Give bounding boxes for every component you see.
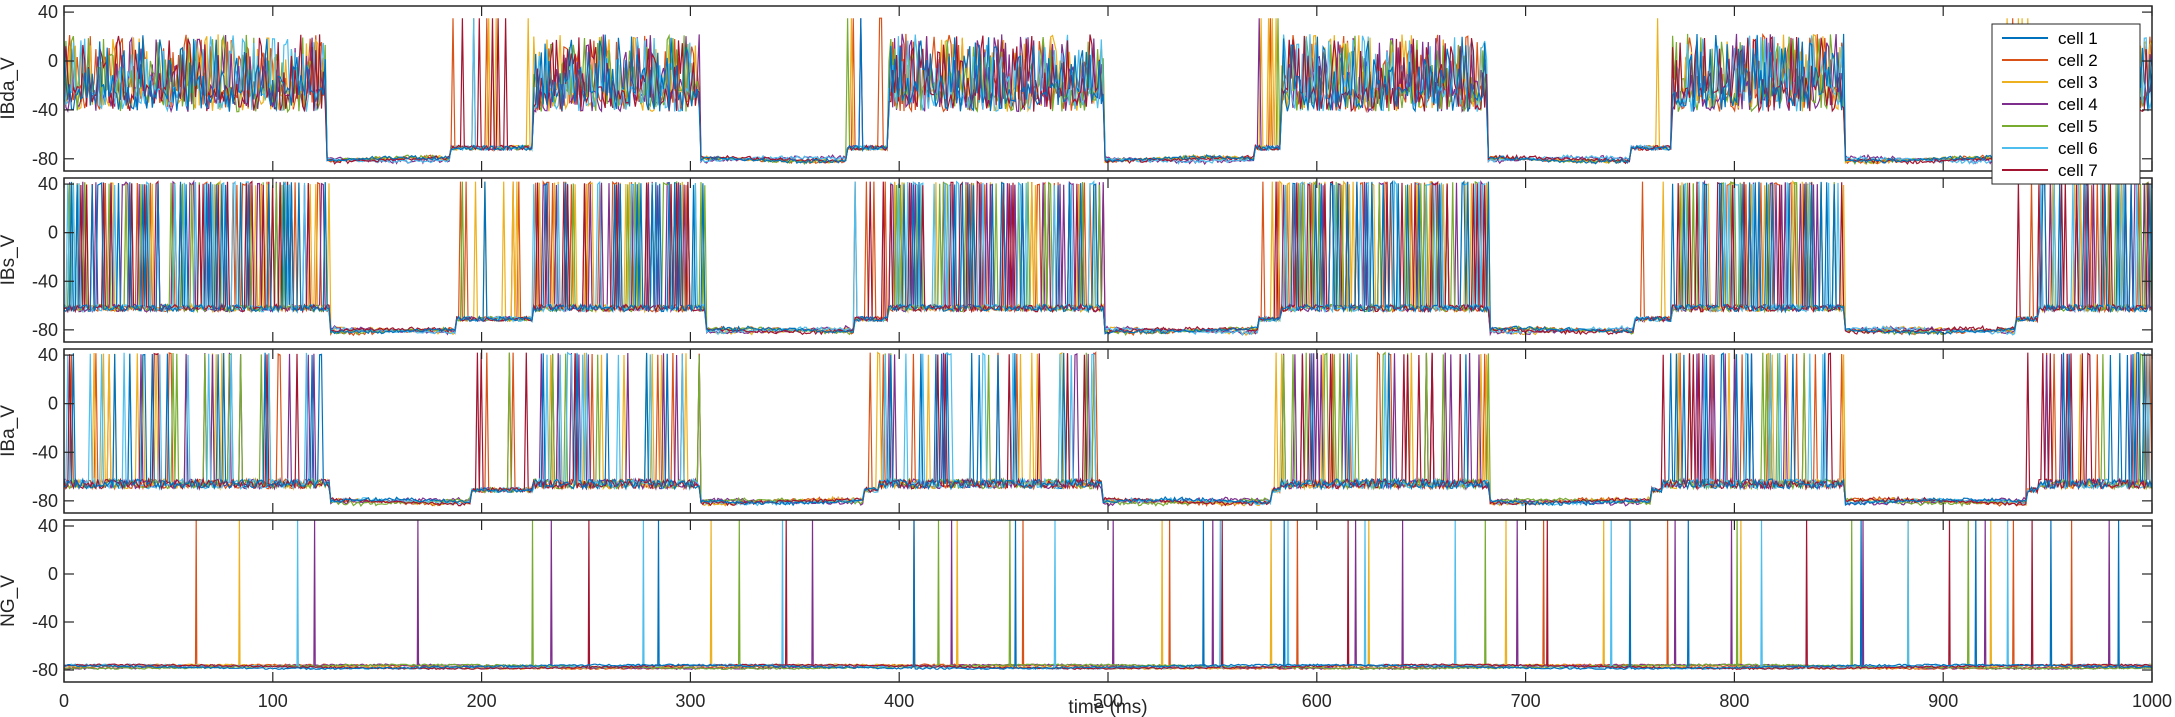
legend-entry: cell 1 <box>2058 29 2098 48</box>
series-line-cell-7 <box>64 520 2152 671</box>
series-line-cell-4 <box>64 18 2152 166</box>
x-tick-label: 200 <box>467 691 497 711</box>
panel-2: -80 -40 0 40 IBs_V <box>0 174 2153 343</box>
y-tick-label: 0 <box>48 223 58 243</box>
y-tick-label: -40 <box>32 271 58 291</box>
legend-entry: cell 4 <box>2058 95 2098 114</box>
x-tick-label: 0 <box>59 691 69 711</box>
y-tick-label: -40 <box>32 442 58 462</box>
legend-entry: cell 6 <box>2058 139 2098 158</box>
y-tick-label: -40 <box>32 100 58 120</box>
y-tick-label: 0 <box>48 394 58 414</box>
series-line-cell-2 <box>64 520 2152 671</box>
x-tick-label: 900 <box>1928 691 1958 711</box>
legend: cell 1 cell 2 cell 3 cell 4 cell 5 cell 6 cell… <box>1991 23 2141 185</box>
y-axis-label: IBs_V <box>0 234 19 285</box>
x-tick-label: 500 <box>1093 691 1123 711</box>
x-tick-label: 400 <box>884 691 914 711</box>
y-tick-label: -80 <box>32 660 58 680</box>
series-line-cell-3 <box>64 520 2152 671</box>
y-tick-label: -80 <box>32 149 58 169</box>
series-line-cell-7 <box>64 352 2152 507</box>
y-tick-label: -80 <box>32 320 58 340</box>
y-axis-label: IBda_V <box>0 57 19 120</box>
traces <box>64 520 2152 671</box>
traces <box>64 351 2152 508</box>
panel-3: -80 -40 0 40 IBa_V <box>0 345 2153 514</box>
axes-box <box>63 519 2153 683</box>
y-tick-label: 40 <box>38 516 58 536</box>
legend-entry: cell 2 <box>2058 51 2098 70</box>
panel-1: -80 -40 0 40 IBda_V <box>0 2 2153 172</box>
x-tick-label: 700 <box>1511 691 1541 711</box>
y-tick-label: 0 <box>48 564 58 584</box>
x-tick-label: 100 <box>258 691 288 711</box>
y-tick-label: 0 <box>48 51 58 71</box>
series-line-cell-1 <box>64 352 2152 507</box>
y-tick-label: 40 <box>38 345 58 365</box>
y-axis-label: IBa_V <box>0 405 19 457</box>
legend-entry: cell 7 <box>2058 161 2098 180</box>
legend-entry: cell 3 <box>2058 73 2098 92</box>
legend-entry: cell 5 <box>2058 117 2098 136</box>
traces <box>64 179 2152 337</box>
y-tick-label: -80 <box>32 491 58 511</box>
series-line-cell-6 <box>64 520 2152 671</box>
series-line-cell-6 <box>64 179 2152 337</box>
series-line-cell-5 <box>64 520 2152 671</box>
y-tick-label: -40 <box>32 612 58 632</box>
y-tick-label: 40 <box>38 2 58 22</box>
series-line-cell-1 <box>64 18 2152 165</box>
y-axis-label: NG_V <box>0 575 19 627</box>
series-line-cell-1 <box>64 520 2152 671</box>
y-tick-label: 40 <box>38 174 58 194</box>
x-tick-label: 800 <box>1719 691 1749 711</box>
x-tick-label: 600 <box>1302 691 1332 711</box>
x-axis-label: time (ms) <box>1068 697 1147 717</box>
x-tick-label: 300 <box>675 691 705 711</box>
traces <box>64 17 2152 166</box>
series-line-cell-4 <box>64 520 2152 671</box>
x-tick-label: 1000 <box>2132 691 2172 711</box>
axes-box <box>63 348 2153 514</box>
panel-4: -80 -40 0 40 NG_V <box>0 516 2153 683</box>
